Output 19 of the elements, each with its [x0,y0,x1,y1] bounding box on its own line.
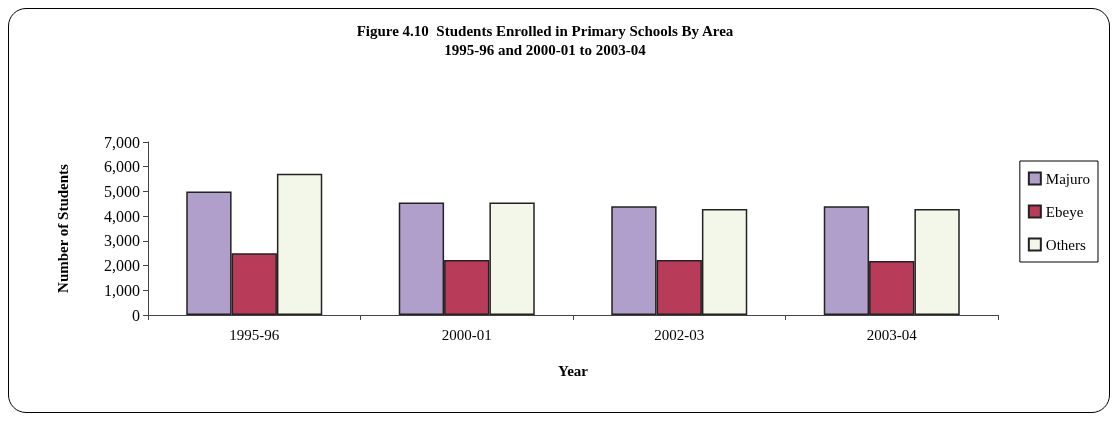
y-tick-label: 4,000 [104,207,140,225]
x-tick-label: 1995-96 [229,326,280,343]
y-tick-label: 7,000 [104,133,140,151]
x-axis-title: Year [558,362,589,379]
y-tick-label: 6,000 [104,158,140,176]
legend-label: Others [1045,236,1086,253]
y-tick-label: 3,000 [104,232,140,250]
chart-subtitle: 1995-96 and 2000-01 to 2003-04 [444,41,647,58]
x-tick-label: 2003-04 [866,326,918,343]
legend-label: Ebeye [1045,203,1084,220]
y-axis-title: Number of Students [54,163,71,293]
chart-title: Figure 4.10 Students Enrolled in Primary Schools By Area [356,22,734,39]
y-tick-label: 5,000 [104,182,140,200]
x-tick-label: 2000-01 [441,326,492,343]
y-tick-label: 1,000 [104,281,140,299]
y-tick-label: 0 [132,306,140,324]
legend-label: Majuro [1045,170,1091,187]
y-tick-label: 2,000 [104,257,140,275]
x-tick-label: 2002-03 [654,326,705,343]
